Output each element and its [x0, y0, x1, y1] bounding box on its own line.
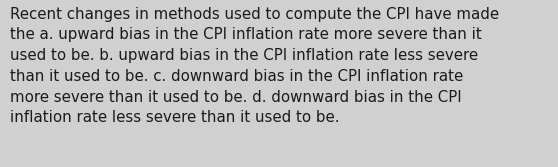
Text: Recent changes in methods used to compute the CPI have made
the a. upward bias i: Recent changes in methods used to comput…	[10, 7, 499, 125]
